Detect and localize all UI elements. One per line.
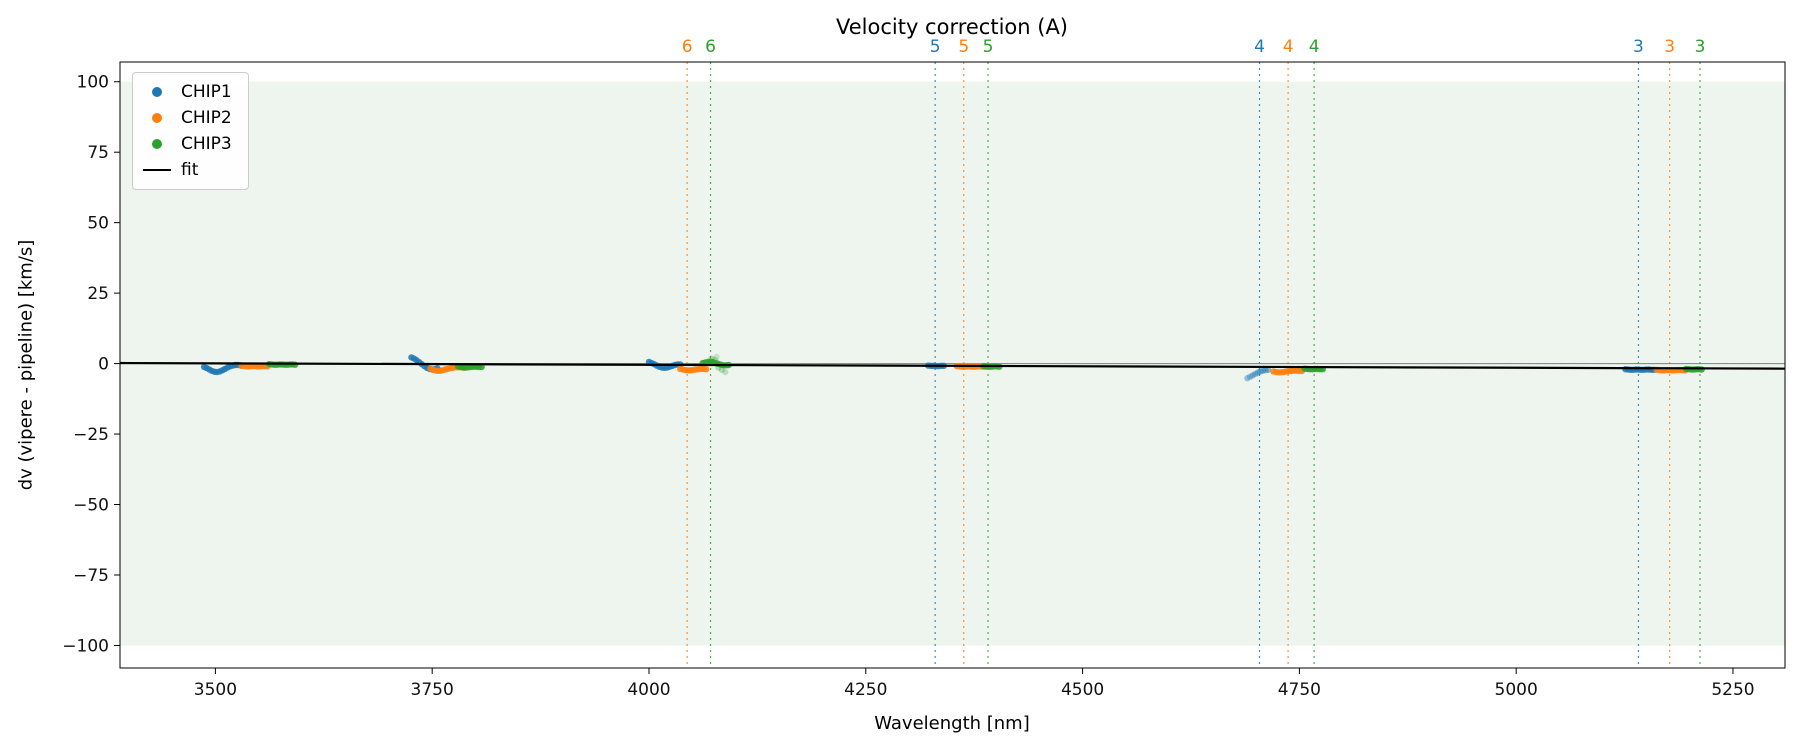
y-tick-label: 75 bbox=[87, 143, 109, 163]
order-label: 4 bbox=[1254, 37, 1265, 57]
chip2-marker-icon bbox=[152, 113, 162, 123]
x-tick-label: 5250 bbox=[1711, 680, 1754, 700]
x-tick-label: 5000 bbox=[1495, 680, 1538, 700]
y-tick-label: 0 bbox=[98, 355, 109, 375]
chip3-marker-icon bbox=[152, 139, 162, 149]
legend-label-fit: fit bbox=[181, 160, 199, 180]
legend: CHIP1 CHIP2 CHIP3 fit bbox=[132, 72, 249, 190]
legend-item-chip2: CHIP2 bbox=[143, 108, 232, 128]
legend-item-chip3: CHIP3 bbox=[143, 134, 232, 154]
x-tick-label: 3500 bbox=[194, 680, 237, 700]
order-label: 5 bbox=[983, 37, 994, 57]
axes-frame bbox=[119, 61, 1786, 669]
fit-line bbox=[119, 361, 1786, 370]
y-tick-label: 25 bbox=[87, 284, 109, 304]
legend-swatch bbox=[143, 113, 171, 123]
order-label: 5 bbox=[930, 37, 941, 57]
order-label: 3 bbox=[1695, 37, 1706, 57]
order-label: 3 bbox=[1633, 37, 1644, 57]
legend-swatch bbox=[143, 169, 171, 171]
x-tick-label: 3750 bbox=[411, 680, 454, 700]
order-label: 5 bbox=[958, 37, 969, 57]
chip1-marker-icon bbox=[152, 87, 162, 97]
order-label: 3 bbox=[1664, 37, 1675, 57]
y-axis-label: dv (vipere - pipeline) [km/s] bbox=[15, 239, 37, 491]
x-axis-label: Wavelength [nm] bbox=[874, 713, 1030, 734]
legend-label-chip2: CHIP2 bbox=[181, 108, 232, 128]
x-tick-label: 4750 bbox=[1278, 680, 1321, 700]
order-label: 6 bbox=[705, 37, 716, 57]
order-label: 6 bbox=[682, 37, 693, 57]
chart-title: Velocity correction (A) bbox=[835, 15, 1069, 39]
y-tick-label: 100 bbox=[77, 73, 109, 93]
legend-item-chip1: CHIP1 bbox=[143, 82, 232, 102]
y-tick-label: 50 bbox=[87, 214, 109, 234]
x-tick-label: 4000 bbox=[627, 680, 670, 700]
order-label: 4 bbox=[1283, 37, 1294, 57]
y-tick-label: −100 bbox=[62, 636, 109, 656]
x-tick-label: 4250 bbox=[844, 680, 887, 700]
legend-item-fit: fit bbox=[143, 160, 232, 180]
y-tick-label: −25 bbox=[73, 425, 109, 445]
legend-swatch bbox=[143, 139, 171, 149]
order-label: 4 bbox=[1309, 37, 1320, 57]
x-tick-label: 4500 bbox=[1061, 680, 1104, 700]
legend-label-chip3: CHIP3 bbox=[181, 134, 232, 154]
fit-line-icon bbox=[143, 169, 171, 171]
legend-swatch bbox=[143, 87, 171, 97]
y-tick-label: −75 bbox=[73, 566, 109, 586]
y-tick-label: −50 bbox=[73, 496, 109, 516]
legend-label-chip1: CHIP1 bbox=[181, 82, 232, 102]
